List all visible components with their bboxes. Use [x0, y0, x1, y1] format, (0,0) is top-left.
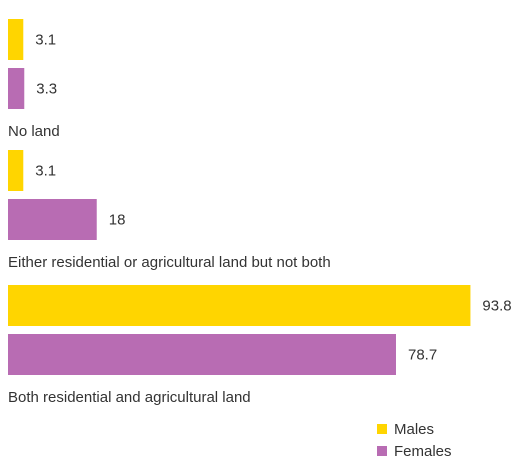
- value-label-males-2: 3.1: [35, 163, 56, 180]
- legend: Males Females: [377, 418, 452, 462]
- legend-item-females: Females: [377, 440, 452, 462]
- legend-label-females: Females: [394, 442, 452, 460]
- bar-males-2: [8, 150, 24, 191]
- bar-females-2: [8, 199, 97, 240]
- value-label-females-2: 18: [109, 212, 126, 229]
- value-label-females-3: 78.7: [408, 347, 437, 364]
- legend-swatch-females: [377, 446, 387, 456]
- category-label-2: Either residential or agricultural land …: [8, 254, 331, 271]
- category-label-1: No land: [8, 123, 60, 140]
- bar-males-3: [8, 285, 471, 326]
- value-label-males-1: 3.1: [35, 32, 56, 49]
- value-label-males-3: 93.8: [482, 298, 511, 315]
- legend-item-males: Males: [377, 418, 452, 440]
- bar-females-1: [8, 68, 25, 109]
- bar-females-3: [8, 334, 396, 375]
- value-label-females-1: 3.3: [36, 81, 57, 98]
- bar-males-1: [8, 19, 24, 60]
- legend-swatch-males: [377, 424, 387, 434]
- legend-label-males: Males: [394, 420, 435, 438]
- category-label-3: Both residential and agricultural land: [8, 389, 251, 406]
